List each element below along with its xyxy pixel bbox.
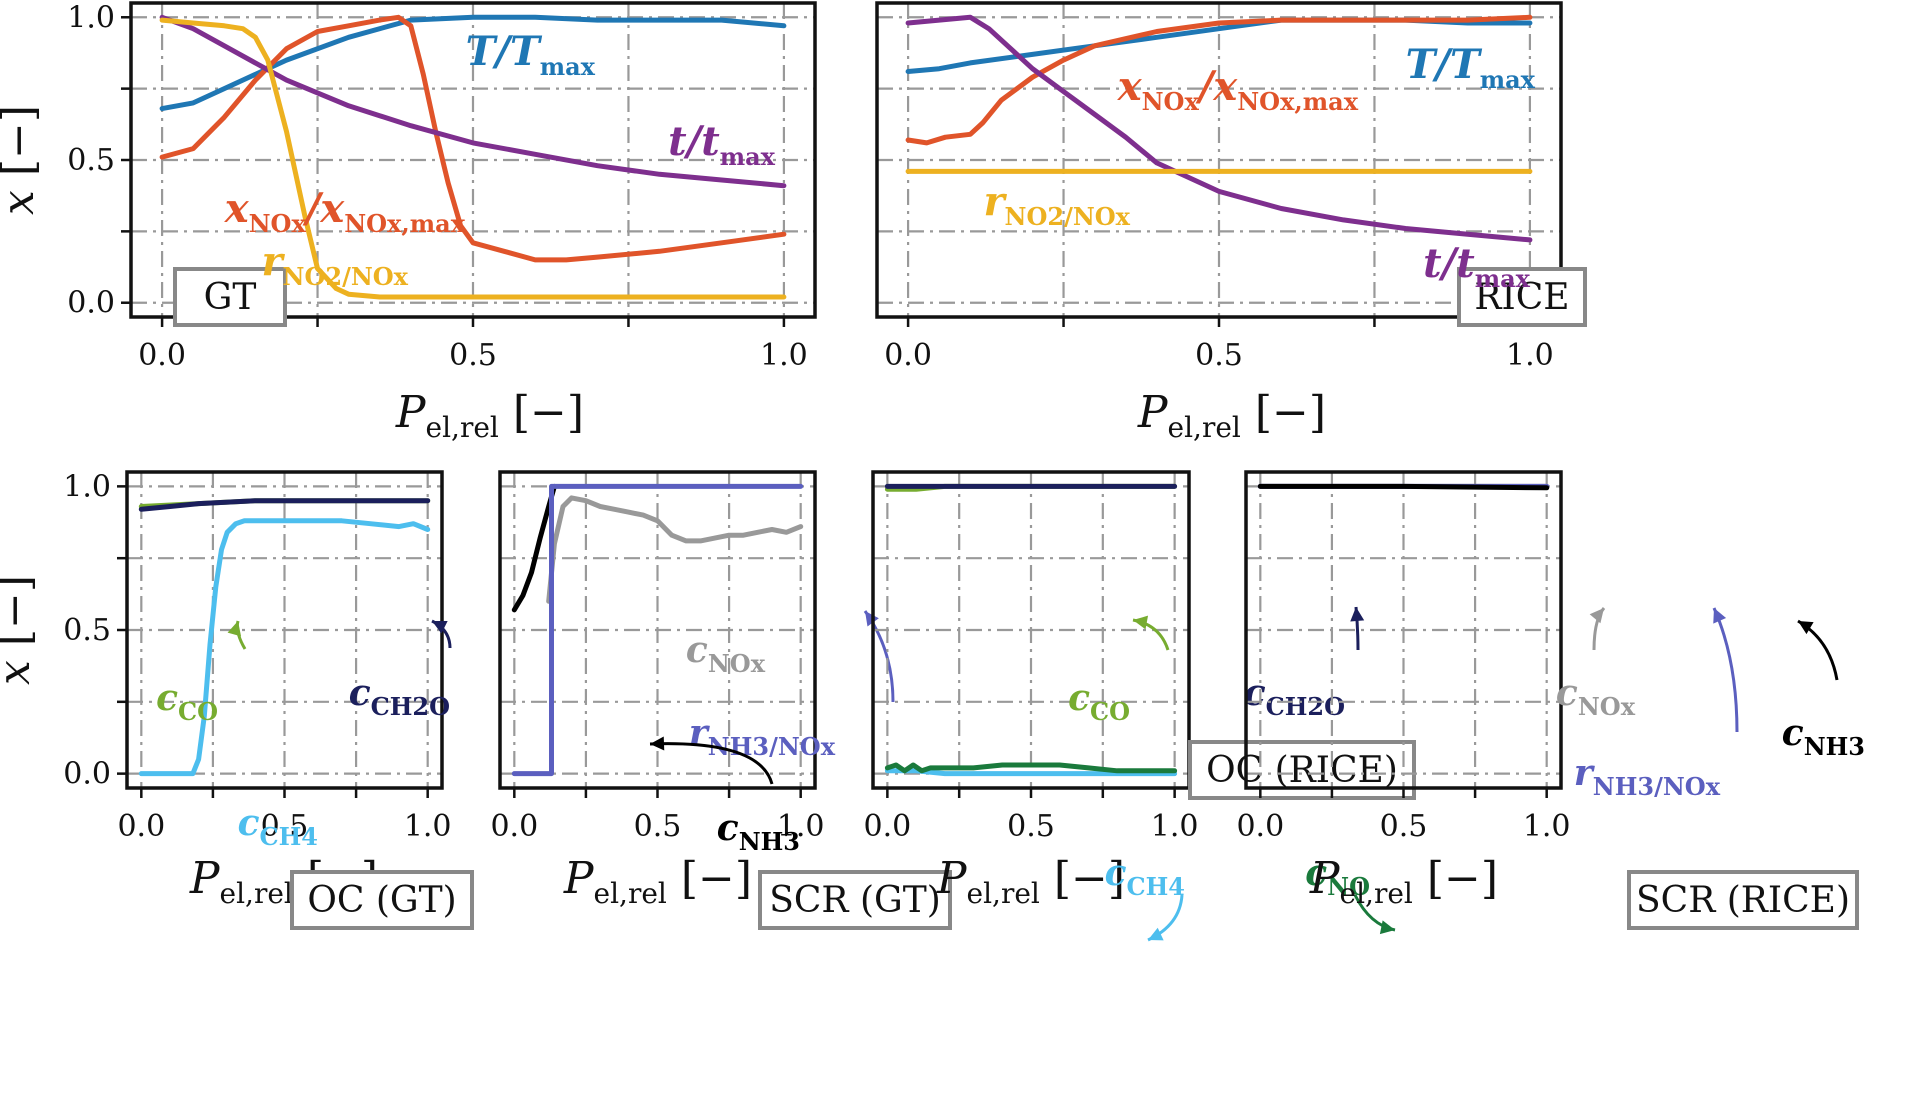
x-axis-title: Pel,rel [−] — [1137, 387, 1326, 444]
series-label-cCO: cCO — [156, 677, 218, 726]
x-tick-label: 1.0 — [760, 338, 808, 373]
y-tick-label: 0.5 — [67, 143, 115, 178]
series-line-rNH3 — [511, 483, 804, 777]
panel-label-box — [1627, 870, 1859, 930]
series-label-NH3: cNH3 — [717, 807, 800, 856]
y-tick-label: 0.0 — [67, 286, 115, 321]
series-label-cCH2O: cCH2O — [1244, 672, 1345, 721]
x-tick-label: 1.0 — [404, 809, 452, 844]
series-label-cNOx: cNOx — [686, 629, 766, 678]
panel-label: RICE — [1474, 277, 1569, 318]
series-label-cCH2O: cCH2O — [349, 672, 450, 721]
series-line-NOx — [905, 14, 1533, 146]
panel-oc-gt-: 0.00.51.00.00.51.0x [−]Pel,rel [−]OC (GT… — [0, 469, 474, 930]
arrow-head-icon — [1148, 927, 1164, 941]
arrow-head-icon — [1133, 615, 1149, 630]
x-tick-label: 0.5 — [634, 809, 682, 844]
arrow-head-icon — [432, 621, 448, 634]
annotation-arrow — [1712, 607, 1739, 733]
arrow-head-icon — [650, 736, 665, 751]
x-tick-label: 0.0 — [490, 809, 538, 844]
panel-label: OC (GT) — [307, 880, 456, 921]
panel-label: GT — [204, 277, 257, 318]
y-axis-title: x [−] — [0, 105, 44, 215]
series-label-NH3: cNH3 — [1782, 712, 1865, 761]
arrow-head-icon — [1350, 607, 1365, 622]
x-tick-label: 0.0 — [884, 338, 932, 373]
series-label-cCO: cCO — [1068, 677, 1130, 726]
arrow-head-icon — [1379, 920, 1395, 935]
panel-gt: 0.0 0.5 1.0 0.0 0.5 1.0 x [−] Pel,rel [−] GT T/Tm… — [0, 0, 817, 444]
y-tick-label: 1.0 — [67, 0, 115, 35]
series-label-cCH4: cCH4 — [238, 802, 318, 851]
panel-label-box — [1457, 267, 1587, 327]
panel-label: SCR (GT) — [769, 880, 941, 921]
x-tick-label: 0.5 — [1380, 809, 1428, 844]
x-tick-label: 0.0 — [138, 338, 186, 373]
x-tick-label: 0.5 — [1007, 809, 1055, 844]
series-line-t — [905, 14, 1533, 243]
series-label-rNO2: rNO2/NOx — [983, 178, 1130, 231]
series-line-NH3 — [1257, 483, 1550, 491]
x-tick-label: 1.0 — [777, 809, 825, 844]
series-label-rNO2: rNO2/NOx — [261, 238, 408, 291]
series-label-NOx: xNOx/xNOx,max — [224, 185, 466, 238]
x-tick-label: 0.5 — [449, 338, 497, 373]
x-tick-label: 0.0 — [1236, 809, 1284, 844]
arrow-head-icon — [1798, 621, 1814, 635]
series-label-rNH3: rNH3/NOx — [1574, 752, 1721, 801]
panel-label-box — [173, 267, 287, 327]
series-line-cCH2O — [138, 498, 431, 512]
series-label-T: T/Tmax — [466, 28, 596, 81]
panel-rice: 0.0 0.5 1.0 Pel,rel [−] RICE T/Tmax xNOx/xNOx,… — [875, 1, 1587, 444]
y-tick-label: 0.5 — [63, 613, 111, 648]
series-label-NOx: xNOx/xNOx,max — [1117, 63, 1359, 116]
annotation-arrow — [1132, 618, 1170, 651]
series-label-cNOx: cNOx — [1556, 672, 1636, 721]
arrow-head-icon — [227, 621, 242, 637]
x-tick-label: 0.5 — [1195, 338, 1243, 373]
series-line-cNO — [884, 762, 1178, 774]
annotation-arrow — [1147, 894, 1184, 942]
y-axis-title: x [−] — [0, 575, 40, 685]
series-line-rNO2 — [159, 17, 787, 300]
panel-label-box — [758, 870, 952, 930]
series-line-t — [159, 14, 787, 189]
panel-label: OC (RICE) — [1206, 750, 1398, 791]
panel-oc-rice-: 0.0 0.5 1.0 Pel,rel [−] OC (RICE) cCO cCH2O cCH… — [864, 470, 1416, 942]
x-axis-title: Pel,rel [−] — [563, 853, 752, 910]
series-line-cCH4 — [138, 518, 431, 777]
series-label-t: t/tmax — [668, 118, 776, 171]
arrow-head-icon — [1589, 608, 1604, 624]
series-line-T — [159, 14, 787, 112]
y-tick-label: 0.0 — [63, 757, 111, 792]
x-tick-label: 0.0 — [117, 809, 165, 844]
series-label-cNO: cNO — [1305, 852, 1370, 901]
panel-label: SCR (RICE) — [1636, 880, 1850, 921]
x-tick-label: 1.0 — [1506, 338, 1554, 373]
series-line-cCH4 — [884, 768, 1178, 777]
series-label-t: t/tmax — [1423, 240, 1531, 293]
arrow-head-icon — [1713, 608, 1727, 624]
x-axis-title: Pel,rel [−] — [1309, 853, 1498, 910]
panel-scr-rice-: 0.0 0.5 1.0 Pel,rel [−] SCR (RICE) cNOx rNH3/N… — [1236, 470, 1865, 930]
panel-label-box — [290, 870, 474, 930]
y-tick-label: 1.0 — [63, 469, 111, 504]
x-tick-label: 1.0 — [1523, 809, 1571, 844]
series-line-cNOx — [546, 495, 804, 604]
series-label-cCH4: cCH4 — [1105, 852, 1185, 901]
x-axis-title: Pel,rel [−] — [395, 387, 584, 444]
series-label-T: T/Tmax — [1406, 41, 1536, 94]
annotation-arrow — [649, 742, 774, 785]
x-tick-label: 0.5 — [261, 809, 309, 844]
x-tick-label: 0.0 — [864, 809, 912, 844]
x-axis-title: Pel,rel [−] — [936, 853, 1125, 910]
x-tick-label: 1.0 — [1151, 809, 1199, 844]
